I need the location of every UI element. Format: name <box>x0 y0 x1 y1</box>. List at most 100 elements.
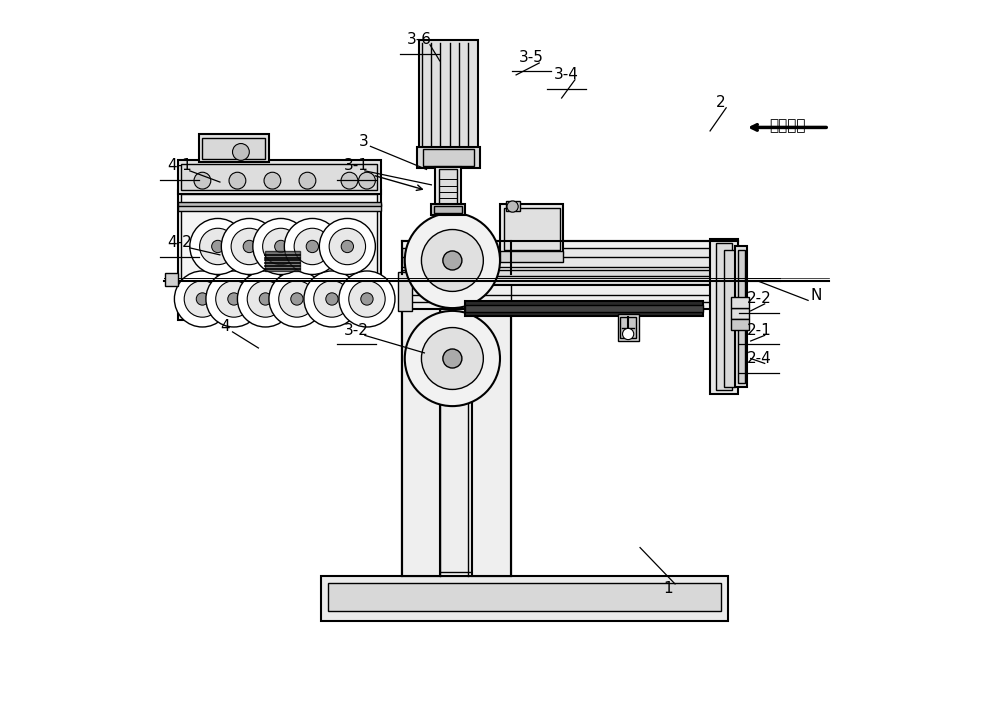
Bar <box>419 40 478 148</box>
Circle shape <box>443 251 462 270</box>
Circle shape <box>294 228 331 264</box>
Bar <box>504 208 560 250</box>
Circle shape <box>421 229 483 292</box>
Circle shape <box>264 172 281 189</box>
Text: 1: 1 <box>663 581 673 595</box>
Circle shape <box>359 172 375 189</box>
Text: 2-1: 2-1 <box>747 323 771 338</box>
Bar <box>402 285 738 309</box>
Circle shape <box>341 240 354 252</box>
Circle shape <box>314 280 350 317</box>
Circle shape <box>326 293 338 305</box>
Bar <box>716 243 732 390</box>
Bar <box>417 147 480 168</box>
Circle shape <box>443 349 462 368</box>
Circle shape <box>623 328 634 340</box>
Text: 2: 2 <box>716 96 725 110</box>
Text: 3-4: 3-4 <box>554 67 579 82</box>
Circle shape <box>233 143 249 160</box>
Circle shape <box>299 172 316 189</box>
Bar <box>265 252 300 271</box>
Text: 4-1: 4-1 <box>167 158 192 174</box>
Circle shape <box>231 228 268 264</box>
Circle shape <box>196 293 209 305</box>
Bar <box>402 248 738 267</box>
Bar <box>738 250 745 383</box>
Bar <box>402 274 511 576</box>
Bar <box>620 317 636 338</box>
Circle shape <box>200 228 236 264</box>
Bar <box>328 583 721 611</box>
Circle shape <box>221 219 277 274</box>
Bar <box>465 305 703 312</box>
Bar <box>439 169 457 205</box>
Circle shape <box>228 293 240 305</box>
Bar <box>423 149 474 166</box>
Circle shape <box>247 280 284 317</box>
Text: 4: 4 <box>221 319 230 335</box>
Bar <box>710 240 738 394</box>
Circle shape <box>174 271 230 327</box>
Circle shape <box>405 311 500 406</box>
Circle shape <box>216 280 252 317</box>
Circle shape <box>421 328 483 389</box>
Bar <box>199 134 269 162</box>
Circle shape <box>229 172 246 189</box>
Bar <box>202 138 265 159</box>
Bar <box>398 272 412 311</box>
Text: 送料方向: 送料方向 <box>769 119 805 134</box>
Text: 3: 3 <box>359 134 368 149</box>
Bar <box>431 205 465 215</box>
Circle shape <box>329 228 366 264</box>
Circle shape <box>243 240 255 252</box>
Bar <box>402 274 440 576</box>
Circle shape <box>253 219 309 274</box>
Bar <box>402 272 738 285</box>
Circle shape <box>304 271 360 327</box>
Circle shape <box>341 172 358 189</box>
Text: 3-1: 3-1 <box>344 158 369 174</box>
Text: 2-2: 2-2 <box>747 292 771 307</box>
Bar <box>434 206 462 213</box>
Circle shape <box>306 240 319 252</box>
Bar <box>178 191 381 320</box>
Circle shape <box>184 280 221 317</box>
Bar <box>500 252 563 262</box>
Bar <box>181 194 377 316</box>
Text: 3-6: 3-6 <box>407 32 432 47</box>
Bar <box>402 241 738 274</box>
Circle shape <box>339 271 395 327</box>
Circle shape <box>507 201 518 212</box>
Bar <box>500 205 563 254</box>
Circle shape <box>349 280 385 317</box>
Text: N: N <box>811 288 822 303</box>
Circle shape <box>269 271 325 327</box>
Bar <box>618 314 639 341</box>
Bar <box>178 160 381 194</box>
Bar <box>165 273 178 285</box>
Bar <box>412 278 500 572</box>
Text: 4-2: 4-2 <box>167 236 192 250</box>
Bar <box>178 202 381 206</box>
Bar <box>178 205 381 212</box>
Bar <box>435 167 461 206</box>
Circle shape <box>190 219 246 274</box>
Bar <box>472 274 511 576</box>
Circle shape <box>275 240 287 252</box>
Bar <box>465 301 703 316</box>
Circle shape <box>263 228 299 264</box>
Text: 2-4: 2-4 <box>747 351 771 366</box>
Circle shape <box>284 219 340 274</box>
Bar <box>731 297 749 308</box>
Bar <box>321 576 728 621</box>
Circle shape <box>319 219 375 274</box>
Circle shape <box>194 172 211 189</box>
Circle shape <box>279 280 315 317</box>
Text: 3-2: 3-2 <box>344 323 369 338</box>
Bar <box>724 250 735 387</box>
Bar <box>402 270 738 276</box>
Bar <box>731 308 749 319</box>
Circle shape <box>237 271 293 327</box>
Circle shape <box>206 271 262 327</box>
Text: 3-5: 3-5 <box>519 50 544 65</box>
